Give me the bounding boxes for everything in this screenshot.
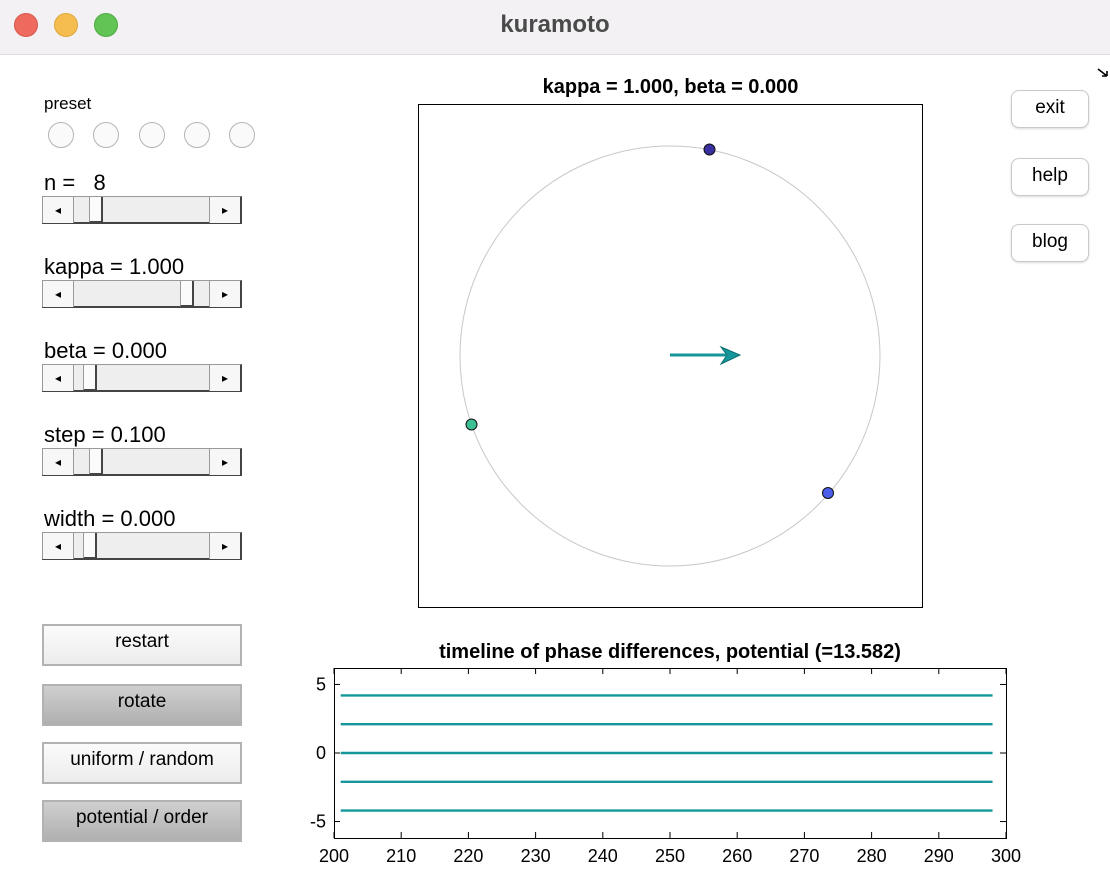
preset-label: preset [44,94,92,113]
preset-radio-5[interactable] [229,122,255,148]
kappa-slider[interactable]: ◂ ▸ [42,280,242,308]
x-tick-label: 300 [991,846,1021,866]
x-tick-label: 270 [789,846,819,866]
timeline-title: timeline of phase differences, potential… [439,641,901,663]
close-window-button[interactable] [14,13,38,37]
n-label: n = 8 [44,170,106,195]
step-slider[interactable]: ◂ ▸ [42,448,242,476]
width-slider[interactable]: ◂ ▸ [42,532,242,560]
maximize-window-button[interactable] [94,13,118,37]
timeline-chart: 200 210 220 230 240 250 260 270 280 290 300 5 0 -5 [310,668,1021,866]
slider-right-arrow-icon[interactable]: ▸ [209,365,240,391]
x-tick-label: 250 [655,846,685,866]
x-tick-label: 280 [857,846,887,866]
slider-right-arrow-icon[interactable]: ▸ [209,449,240,475]
exit-button[interactable]: exit [1011,90,1089,128]
minimize-window-button[interactable] [54,13,78,37]
phase-plot [418,104,923,608]
x-tick-label: 220 [453,846,483,866]
resize-corner-icon[interactable] [1096,67,1110,79]
y-tick-label: 0 [316,743,326,763]
slider-right-arrow-icon[interactable]: ▸ [209,533,240,559]
slider-left-arrow-icon[interactable]: ◂ [43,197,74,223]
slider-thumb[interactable] [83,365,98,391]
beta-slider[interactable]: ◂ ▸ [42,364,242,392]
title-bar: kuramoto [0,0,1110,55]
n-slider[interactable]: ◂ ▸ [42,196,242,224]
slider-left-arrow-icon[interactable]: ◂ [43,365,74,391]
uniform-random-button[interactable]: uniform / random [42,742,242,784]
x-tick-label: 240 [588,846,618,866]
x-tick-label: 200 [319,846,349,866]
preset-radio-3[interactable] [139,122,165,148]
x-tick-label: 260 [722,846,752,866]
slider-right-arrow-icon[interactable]: ▸ [209,281,240,307]
potential-order-button[interactable]: potential / order [42,800,242,842]
help-button[interactable]: help [1011,158,1089,196]
step-label: step = 0.100 [44,422,166,447]
preset-radio-2[interactable] [93,122,119,148]
width-label: width = 0.000 [44,506,176,531]
slider-left-arrow-icon[interactable]: ◂ [43,281,74,307]
slider-thumb[interactable] [89,449,104,475]
x-tick-label: 290 [924,846,954,866]
oscillator-dot-left [465,418,478,431]
blog-button[interactable]: blog [1011,224,1089,262]
kappa-label: kappa = 1.000 [44,254,185,279]
phase-plot-title: kappa = 1.000, beta = 0.000 [542,76,799,98]
slider-left-arrow-icon[interactable]: ◂ [43,533,74,559]
oscillator-dot-top [703,143,716,156]
x-tick-label: 230 [521,846,551,866]
x-tick-label: 210 [386,846,416,866]
slider-left-arrow-icon[interactable]: ◂ [43,449,74,475]
slider-thumb[interactable] [83,533,98,559]
window-title: kuramoto [500,11,610,38]
y-tick-label: 5 [316,674,326,694]
y-tick-label: -5 [310,812,326,832]
beta-label: beta = 0.000 [44,338,167,363]
unit-circle [459,145,881,567]
restart-button[interactable]: restart [42,624,242,666]
preset-radio-1[interactable] [48,122,74,148]
slider-thumb[interactable] [89,197,104,223]
oscillator-dot-right [822,487,834,499]
rotate-button[interactable]: rotate [42,684,242,726]
slider-thumb[interactable] [180,281,195,307]
order-arrow-icon [719,345,742,366]
preset-radio-4[interactable] [184,122,210,148]
slider-right-arrow-icon[interactable]: ▸ [209,197,240,223]
